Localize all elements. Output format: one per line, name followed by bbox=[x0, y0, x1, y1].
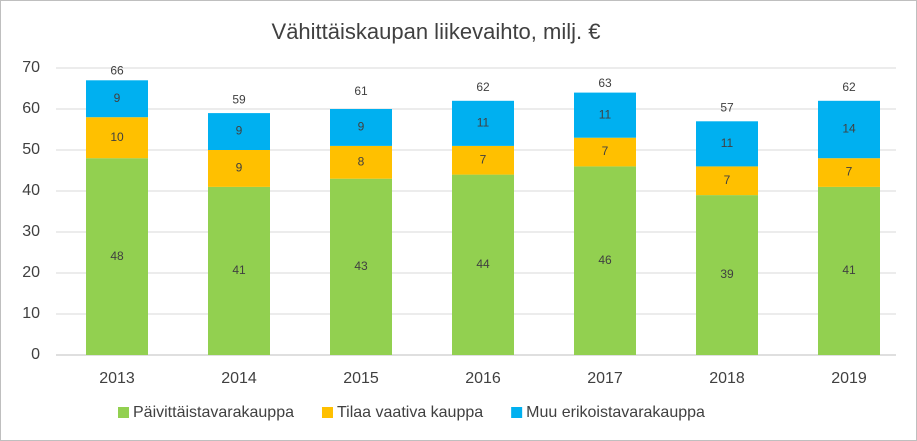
y-tick-label: 30 bbox=[22, 223, 40, 240]
data-label: 11 bbox=[721, 136, 734, 150]
y-tick-label: 0 bbox=[31, 346, 40, 363]
y-tick-label: 40 bbox=[22, 182, 40, 199]
total-label: 63 bbox=[598, 76, 612, 90]
legend-swatch bbox=[118, 407, 129, 418]
y-tick-label: 60 bbox=[22, 100, 40, 117]
x-tick-label: 2018 bbox=[709, 370, 745, 387]
y-tick-label: 20 bbox=[22, 264, 40, 281]
bar-segment bbox=[696, 195, 758, 355]
data-label: 41 bbox=[232, 263, 246, 277]
bar-segment bbox=[574, 137, 636, 167]
data-label: 9 bbox=[236, 124, 243, 138]
bar-segment bbox=[86, 158, 148, 355]
data-label: 41 bbox=[842, 263, 856, 277]
data-label: 7 bbox=[480, 152, 487, 166]
y-tick-label: 50 bbox=[22, 141, 40, 158]
x-tick-label: 2019 bbox=[831, 370, 867, 387]
bar-segment bbox=[696, 166, 758, 196]
bar-segment bbox=[818, 186, 880, 355]
data-label: 8 bbox=[358, 154, 365, 168]
bar-segment bbox=[86, 117, 148, 159]
legend-label: Muu erikoistavarakauppa bbox=[526, 404, 705, 421]
data-label: 44 bbox=[476, 257, 490, 271]
total-label: 62 bbox=[842, 80, 856, 94]
total-label: 57 bbox=[720, 100, 734, 114]
data-label: 14 bbox=[842, 122, 856, 136]
bar-segment bbox=[86, 80, 148, 118]
data-label: 7 bbox=[846, 165, 853, 179]
data-label: 43 bbox=[354, 259, 368, 273]
bar-segment bbox=[818, 158, 880, 187]
x-tick-label: 2015 bbox=[343, 370, 379, 387]
data-label: 9 bbox=[358, 120, 365, 134]
data-label: 39 bbox=[720, 267, 734, 281]
chart-title: Vähittäiskaupan liikevaihto, milj. € bbox=[272, 19, 601, 44]
legend-label: Tilaa vaativa kauppa bbox=[337, 404, 483, 421]
x-tick-label: 2013 bbox=[99, 370, 135, 387]
bar-segment bbox=[330, 178, 392, 355]
data-label: 11 bbox=[477, 116, 490, 130]
bar-segment bbox=[696, 121, 758, 167]
bar-segment bbox=[208, 150, 270, 187]
y-tick-label: 70 bbox=[22, 59, 40, 76]
total-label: 66 bbox=[110, 64, 124, 78]
legend-swatch bbox=[511, 407, 523, 418]
bar-segment bbox=[208, 186, 270, 355]
data-label: 9 bbox=[114, 91, 121, 105]
legend-swatch bbox=[321, 407, 333, 418]
data-label: 9 bbox=[236, 161, 243, 175]
bar-segment bbox=[452, 174, 514, 355]
bar-segment bbox=[330, 109, 392, 146]
bar-segment bbox=[574, 92, 636, 138]
total-label: 61 bbox=[354, 84, 368, 98]
data-label: 10 bbox=[110, 130, 124, 144]
bar-segment bbox=[452, 145, 514, 175]
data-label: 7 bbox=[724, 173, 731, 187]
bar-segment bbox=[330, 145, 392, 179]
x-tick-label: 2016 bbox=[465, 370, 501, 387]
x-tick-label: 2017 bbox=[587, 370, 623, 387]
data-label: 11 bbox=[599, 107, 612, 121]
bar-segment bbox=[818, 100, 880, 159]
legend-label: Päivittäistavarakauppa bbox=[133, 404, 294, 421]
data-label: 7 bbox=[602, 144, 609, 158]
x-tick-label: 2014 bbox=[221, 370, 257, 387]
bar-segment bbox=[208, 113, 270, 150]
bar-segment bbox=[574, 166, 636, 355]
total-label: 59 bbox=[232, 92, 246, 106]
y-tick-label: 10 bbox=[22, 305, 40, 322]
bar-segment bbox=[452, 100, 514, 146]
total-label: 62 bbox=[476, 80, 490, 94]
data-label: 48 bbox=[110, 249, 124, 263]
data-label: 46 bbox=[598, 253, 612, 267]
